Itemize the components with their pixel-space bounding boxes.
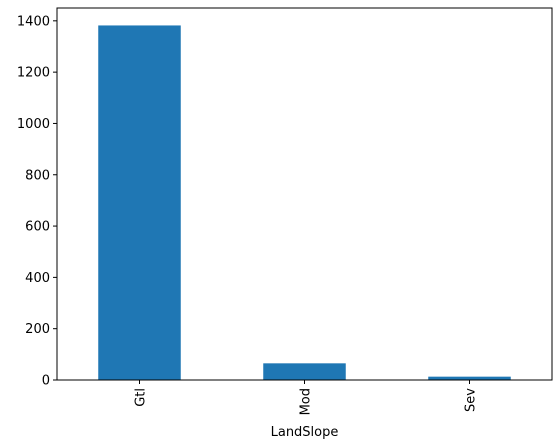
bar-mod [263, 363, 346, 380]
x-axis-label: LandSlope [271, 425, 339, 440]
plot-frame [56, 7, 553, 381]
y-tick-label: 800 [25, 168, 50, 183]
x-axis: Gtl Mod Sev [134, 380, 479, 415]
y-tick-label: 200 [25, 322, 50, 337]
x-tick-label-mod: Mod [299, 388, 314, 415]
y-tick-label: 1200 [17, 66, 50, 81]
bar-gtl [98, 25, 181, 380]
bars-group [98, 25, 511, 380]
bar-sev [428, 376, 511, 380]
y-tick-label: 0 [42, 374, 50, 389]
y-tick-label: 1400 [17, 14, 50, 29]
x-tick-label-gtl: Gtl [134, 388, 149, 407]
y-tick-label: 400 [25, 271, 50, 286]
y-axis: 0 200 400 600 800 1000 1200 1400 [17, 14, 57, 389]
x-tick-label-sev: Sev [464, 388, 479, 412]
y-tick-label: 600 [25, 220, 50, 235]
y-tick-label: 1000 [17, 117, 50, 132]
